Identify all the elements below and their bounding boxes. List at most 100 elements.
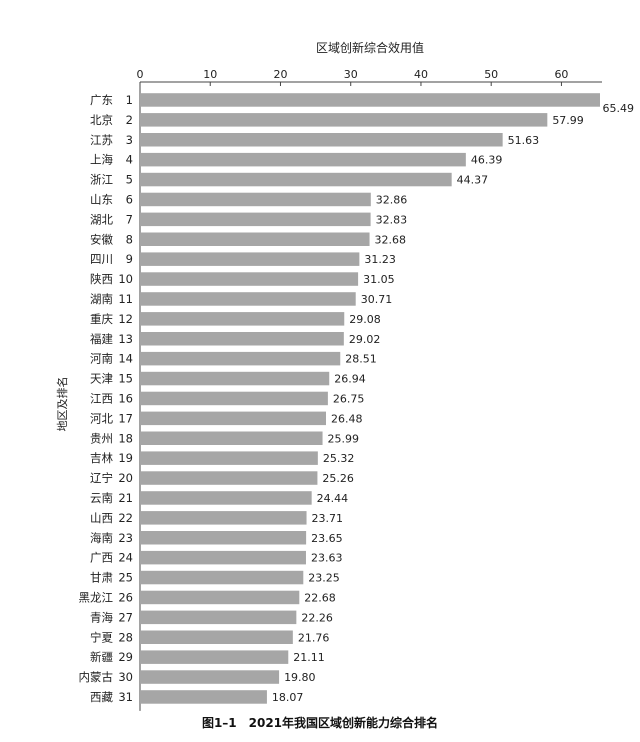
category-label: 辽宁 <box>90 471 113 485</box>
category-label: 青海 <box>90 610 113 624</box>
value-label: 44.37 <box>457 174 489 187</box>
category-label: 海南 <box>90 531 113 545</box>
x-tick-label: 40 <box>414 68 428 81</box>
bar <box>140 292 356 306</box>
value-label: 25.32 <box>323 452 355 465</box>
value-label: 23.25 <box>308 572 340 585</box>
value-label: 30.71 <box>361 293 393 306</box>
bar <box>140 570 304 585</box>
value-label: 24.44 <box>317 492 349 505</box>
x-tick-label: 10 <box>203 68 217 81</box>
rank-label: 3 <box>126 133 133 147</box>
x-tick-label: 60 <box>554 68 568 81</box>
category-label: 甘肃 <box>90 571 113 585</box>
value-label: 32.68 <box>375 233 407 246</box>
bar <box>140 351 341 366</box>
rank-label: 9 <box>126 252 133 266</box>
category-label: 广西 <box>90 551 113 565</box>
rank-label: 24 <box>118 551 133 565</box>
x-tick-label: 30 <box>344 68 358 81</box>
category-label: 湖南 <box>90 292 113 306</box>
bar <box>140 590 300 605</box>
x-tick-label: 0 <box>137 68 144 81</box>
rank-label: 20 <box>118 471 133 485</box>
category-label: 福建 <box>90 332 113 346</box>
category-label: 浙江 <box>90 173 113 187</box>
bar <box>140 451 318 465</box>
bar <box>140 252 360 266</box>
bar <box>140 113 548 127</box>
rank-label: 13 <box>118 332 133 346</box>
category-label: 宁夏 <box>90 630 113 644</box>
value-label: 28.51 <box>345 353 377 366</box>
rank-label: 5 <box>126 173 133 187</box>
value-label: 32.86 <box>376 193 408 206</box>
value-label: 26.48 <box>331 412 363 425</box>
rank-label: 22 <box>118 511 133 525</box>
category-label: 上海 <box>90 153 113 167</box>
x-tick-label: 20 <box>273 68 287 81</box>
bar <box>140 152 466 167</box>
category-label: 安徽 <box>90 232 113 246</box>
bar <box>140 133 503 147</box>
value-label: 23.63 <box>311 552 343 565</box>
bar <box>140 491 312 505</box>
x-axis: 0 10 20 30 40 50 60 <box>137 68 568 86</box>
category-label: 广东 <box>90 93 113 107</box>
bar <box>140 471 318 485</box>
bar <box>140 172 452 187</box>
bar <box>140 312 345 326</box>
value-label: 51.63 <box>508 134 539 147</box>
bar <box>140 411 326 426</box>
rank-label: 30 <box>118 670 133 684</box>
rank-label: 19 <box>118 451 133 465</box>
value-label: 26.75 <box>333 392 365 405</box>
category-label: 重庆 <box>90 312 113 326</box>
value-label: 23.65 <box>311 532 343 545</box>
value-label: 31.05 <box>363 273 395 286</box>
rank-labels: 1234567891011121314151617181920212223242… <box>118 93 133 704</box>
value-label: 25.26 <box>322 472 354 485</box>
value-labels: 65.49 57.99 51.63 46.39 44.37 32.86 32.83 32.68… <box>272 102 634 704</box>
bar <box>140 531 307 545</box>
value-label: 22.26 <box>301 611 333 624</box>
rank-label: 12 <box>118 312 133 326</box>
rank-label: 17 <box>118 411 133 425</box>
category-label: 贵州 <box>90 431 113 445</box>
bar <box>140 690 267 704</box>
category-label: 云南 <box>90 491 113 505</box>
bar <box>140 371 330 386</box>
rank-label: 1 <box>126 93 133 107</box>
category-label: 山西 <box>90 511 113 525</box>
rank-label: 15 <box>118 372 133 386</box>
rank-label: 25 <box>118 571 133 585</box>
value-label: 25.99 <box>328 432 360 445</box>
bar-series <box>140 93 600 704</box>
rank-label: 10 <box>118 272 133 286</box>
rank-label: 29 <box>118 650 133 664</box>
rank-label: 16 <box>118 391 133 405</box>
category-label: 河北 <box>90 411 113 425</box>
bar <box>140 630 293 644</box>
rank-label: 18 <box>118 431 133 445</box>
y-axis-label: 地区及排名 <box>55 377 69 432</box>
value-label: 26.94 <box>334 373 366 386</box>
category-label: 天津 <box>90 372 113 386</box>
value-label: 19.80 <box>284 671 316 684</box>
chart-title: 区域创新综合效用值 <box>316 40 424 55</box>
bar <box>140 650 289 664</box>
bar <box>140 93 600 107</box>
rank-label: 28 <box>118 630 133 644</box>
bar <box>140 511 307 525</box>
category-label: 北京 <box>90 113 113 127</box>
value-label: 32.83 <box>376 213 408 226</box>
rank-label: 14 <box>118 352 133 366</box>
value-label: 65.49 <box>603 102 635 115</box>
bar <box>140 192 371 207</box>
category-label: 西藏 <box>90 690 113 704</box>
x-tick-label: 50 <box>484 68 498 81</box>
category-label: 四川 <box>90 252 113 266</box>
rank-label: 8 <box>126 232 133 246</box>
value-label: 29.08 <box>349 313 381 326</box>
